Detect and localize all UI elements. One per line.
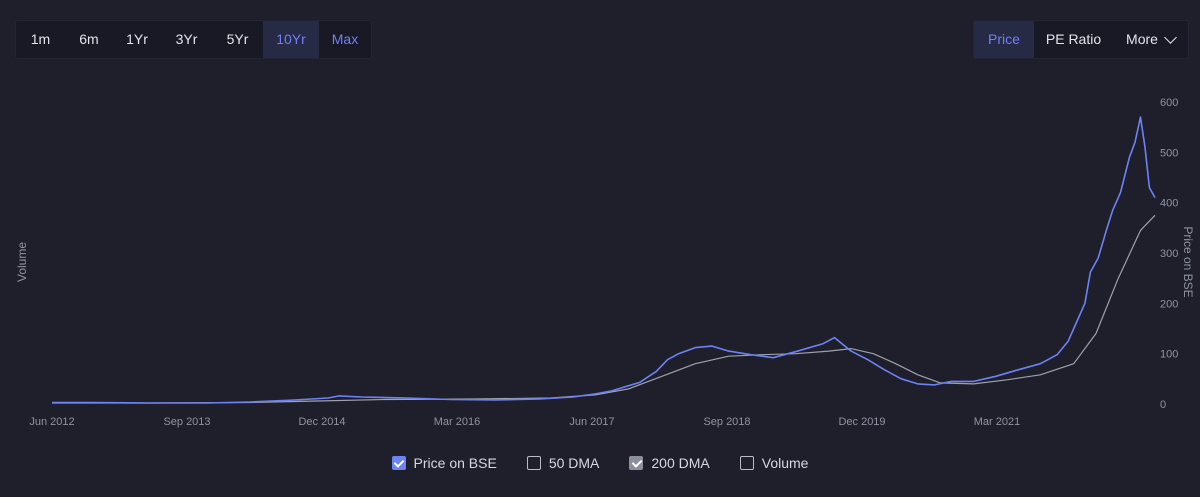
x-tick-label: Sep 2013 <box>163 416 210 428</box>
checkbox-checked-icon[interactable] <box>391 456 406 470</box>
legend-50dma-label: 50 DMA <box>548 455 600 471</box>
chart-legend: Price on BSE 50 DMA 200 DMA Volume <box>0 455 1200 471</box>
range-5yr-button[interactable]: 5Yr <box>226 31 249 47</box>
y-tick-label: 100 <box>1160 349 1178 361</box>
y-axis-right: 0 100 200 300 400 500 600 <box>1160 97 1178 411</box>
series-layer <box>52 116 1156 404</box>
x-tick-label: Jun 2017 <box>569 416 614 428</box>
y-tick-label: 200 <box>1160 298 1178 310</box>
pe-ratio-button[interactable]: PE Ratio <box>1045 31 1102 47</box>
y-axis-right-label: Price on BSE <box>1181 226 1195 297</box>
x-axis: Jun 2012 Sep 2013 Dec 2014 Mar 2016 Jun 2017… <box>29 416 1020 428</box>
price-button[interactable]: Price <box>974 21 1034 58</box>
legend-50-dma[interactable]: 50 DMA <box>526 455 600 471</box>
series-line-200-dma <box>52 214 1156 404</box>
legend-volume-label: Volume <box>761 455 809 471</box>
legend-200dma-label: 200 DMA <box>651 455 710 471</box>
range-max-button[interactable]: Max <box>331 31 359 47</box>
range-6m-button[interactable]: 6m <box>79 31 99 47</box>
series-line-price-on-bse <box>52 116 1156 404</box>
legend-price-on-bse[interactable]: Price on BSE <box>391 455 497 471</box>
range-1m-button[interactable]: 1m <box>30 31 51 47</box>
x-tick-label: Sep 2018 <box>703 416 750 428</box>
legend-price-label: Price on BSE <box>413 455 497 471</box>
legend-volume[interactable]: Volume <box>739 455 809 471</box>
y-tick-label: 0 <box>1160 399 1166 411</box>
price-chart: Jun 2012 Sep 2013 Dec 2014 Mar 2016 Jun 2017… <box>15 97 1195 428</box>
checkbox-checked-icon[interactable] <box>629 456 644 470</box>
more-button[interactable]: More <box>1113 21 1188 58</box>
range-3yr-button[interactable]: 3Yr <box>175 31 198 47</box>
y-tick-label: 500 <box>1160 147 1178 159</box>
x-tick-label: Dec 2014 <box>298 416 345 428</box>
metric-button-group: Price PE Ratio More <box>973 20 1189 59</box>
more-label: More <box>1126 31 1158 47</box>
x-tick-label: Jun 2012 <box>29 416 74 428</box>
y-tick-label: 400 <box>1160 198 1178 210</box>
range-button-group: 1m 6m 1Yr 3Yr 5Yr 10Yr Max <box>15 20 372 59</box>
legend-200-dma[interactable]: 200 DMA <box>629 455 710 471</box>
checkbox-unchecked-icon[interactable] <box>739 456 754 470</box>
x-tick-label: Mar 2021 <box>974 416 1020 428</box>
range-10yr-button[interactable]: 10Yr <box>263 21 319 58</box>
x-tick-label: Mar 2016 <box>434 416 480 428</box>
range-1yr-button[interactable]: 1Yr <box>126 31 148 47</box>
y-tick-label: 600 <box>1160 97 1178 109</box>
x-tick-label: Dec 2019 <box>838 416 885 428</box>
y-axis-left-label: Volume <box>15 242 29 282</box>
checkbox-unchecked-icon[interactable] <box>526 456 541 470</box>
y-tick-label: 300 <box>1160 248 1178 260</box>
